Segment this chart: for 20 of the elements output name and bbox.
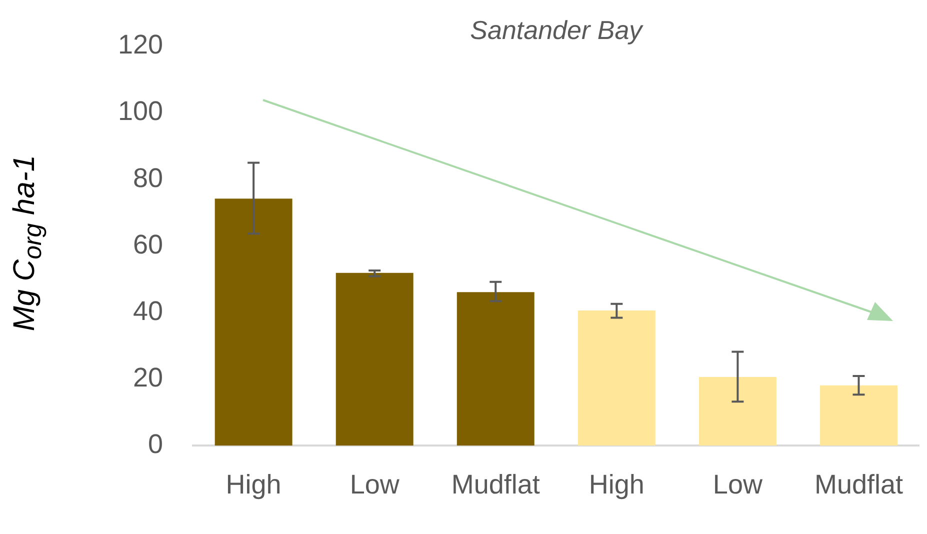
y-tick-label: 20 [133, 362, 164, 392]
bar [578, 310, 656, 446]
x-tick-label: High [226, 469, 282, 500]
x-tick-label: Low [712, 469, 763, 500]
bar [336, 272, 414, 446]
bar [214, 198, 292, 446]
bar [820, 385, 898, 446]
y-tick-label: 120 [118, 30, 164, 60]
y-tick-label: 60 [133, 229, 164, 260]
bar [456, 292, 534, 446]
x-tick-label: Mudflat [451, 469, 540, 500]
x-tick-label: Low [350, 469, 400, 500]
bar [698, 377, 776, 446]
y-tick-label: 0 [148, 429, 164, 460]
chart-title: Santander Bay [470, 15, 644, 46]
y-tick-label: 100 [118, 96, 164, 126]
x-tick-label: Mudflat [814, 469, 904, 500]
x-tick-label: High [588, 469, 644, 500]
y-tick-label: 40 [133, 296, 164, 326]
y-tick-label: 80 [133, 162, 164, 193]
